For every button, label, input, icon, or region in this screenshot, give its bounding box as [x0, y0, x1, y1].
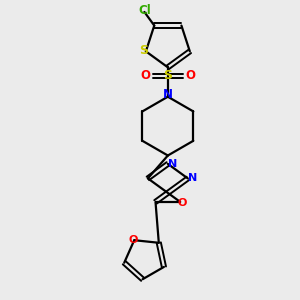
Text: O: O: [128, 235, 138, 245]
Text: N: N: [163, 88, 173, 101]
Text: O: O: [178, 198, 187, 208]
Text: N: N: [188, 173, 198, 183]
Text: N: N: [169, 159, 178, 169]
Text: S: S: [163, 69, 172, 82]
Text: O: O: [185, 69, 195, 82]
Text: S: S: [139, 44, 148, 57]
Text: Cl: Cl: [138, 4, 151, 17]
Text: O: O: [141, 69, 151, 82]
